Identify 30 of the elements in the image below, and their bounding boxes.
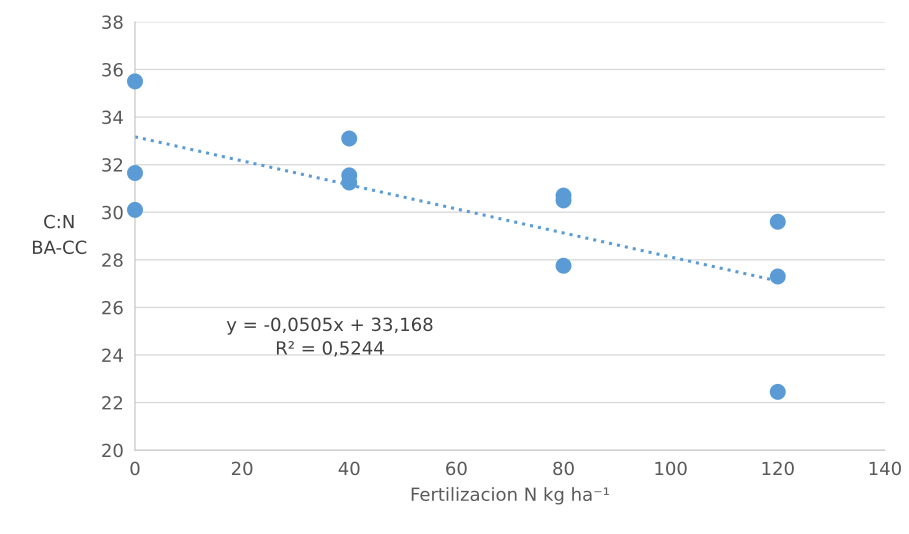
x-tick-label: 80 [553, 462, 574, 476]
point [127, 165, 143, 181]
point [770, 268, 786, 284]
y-tick-label: 26 [102, 300, 123, 315]
y-tick-label: 30 [102, 206, 123, 220]
x-tick-label: 120 [762, 462, 794, 476]
y-tick-label: 22 [102, 396, 122, 410]
point [341, 130, 358, 146]
point [127, 73, 143, 90]
x-tick-label: 0 [130, 462, 140, 476]
y-tick-label: 38 [102, 15, 123, 30]
y-tick-label: 36 [102, 62, 123, 77]
y-tick-label: 28 [102, 253, 123, 267]
y-tick-label: 24 [102, 348, 123, 362]
annotation: y = -0,0505x + 33,168 [226, 318, 432, 335]
y-tick-label: 20 [102, 444, 123, 458]
x-axis-title: Fertilizacion N kg ha⁻¹ [412, 487, 609, 505]
point [127, 202, 143, 218]
x-tick-label: 40 [338, 462, 360, 476]
point [556, 258, 572, 274]
y-axis-title: C:N BA-CC [32, 214, 86, 254]
y-tick-label: 34 [102, 110, 123, 124]
x-tick-label: 20 [232, 462, 252, 476]
x-tick-label: 60 [446, 462, 467, 476]
annotation: R² = 0,5244 [276, 341, 384, 357]
point [770, 214, 786, 230]
x-tick-label: 100 [655, 462, 687, 476]
x-tick-label: 140 [870, 462, 901, 476]
point [770, 384, 786, 400]
y-tick-label: 32 [102, 158, 122, 172]
